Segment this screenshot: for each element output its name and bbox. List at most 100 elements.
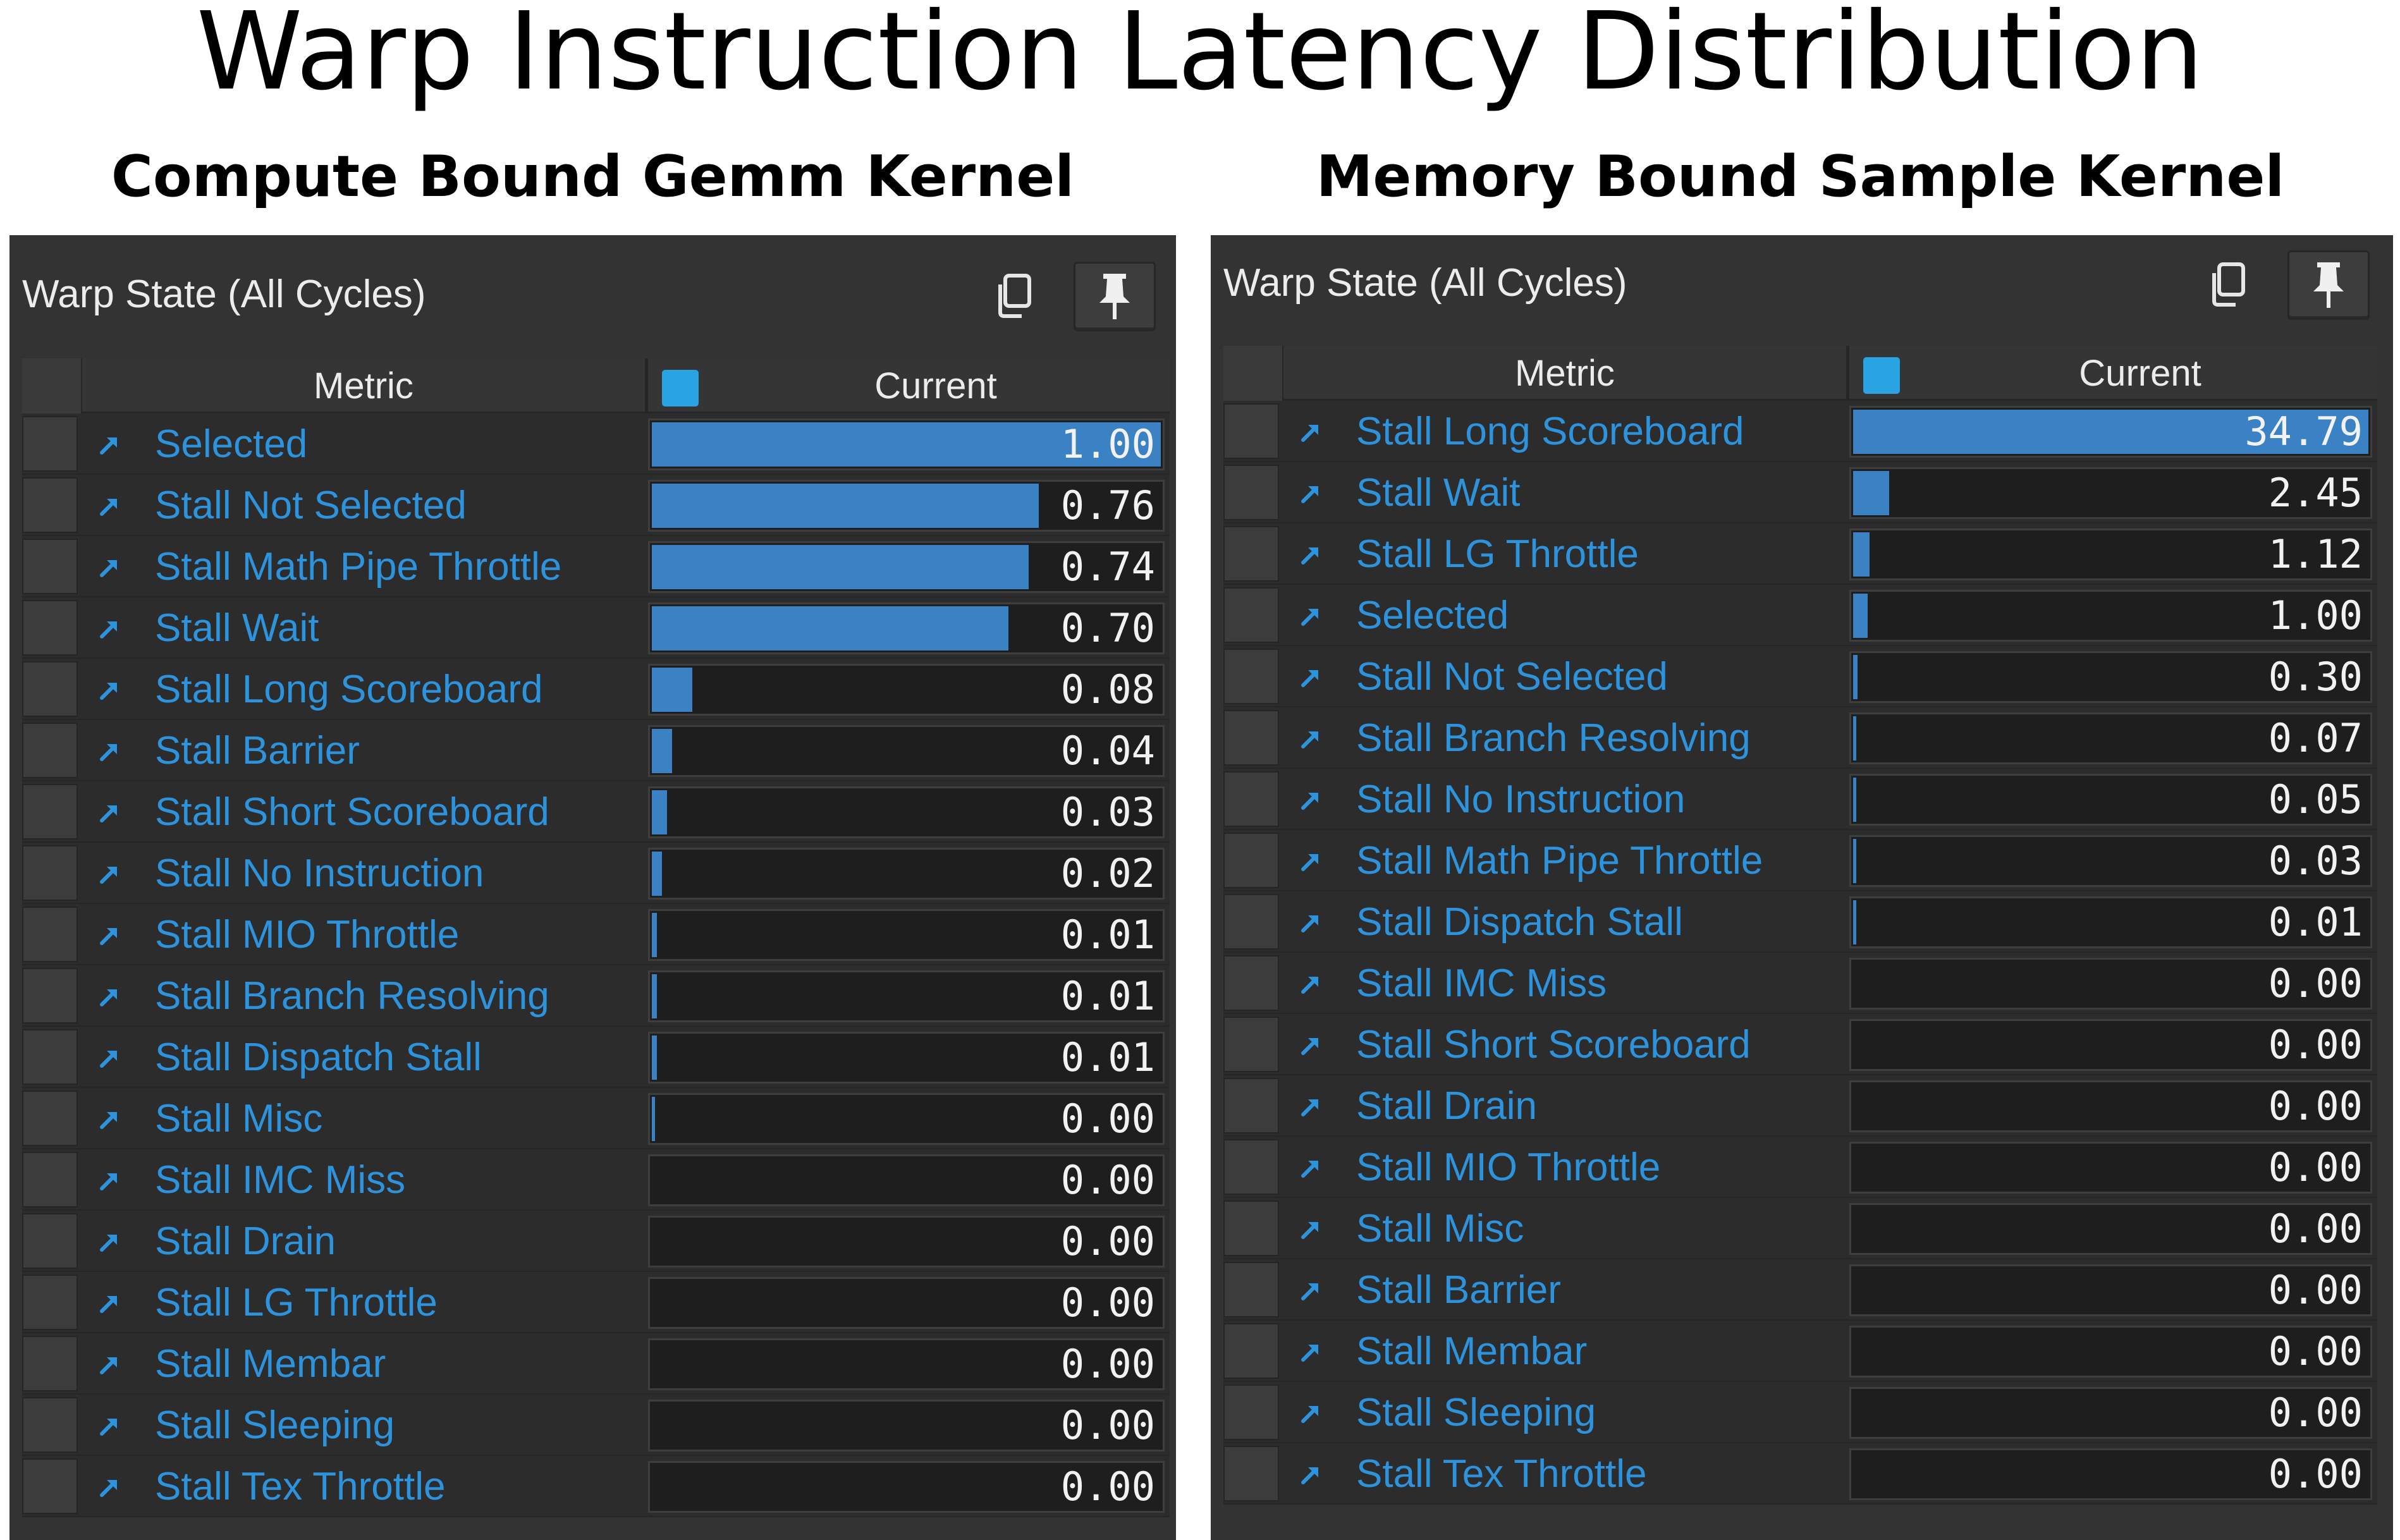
table-row[interactable]: Stall Not Selected 0.76 [22,475,1170,536]
row-header[interactable] [1223,955,1279,1011]
row-header[interactable] [1223,1201,1279,1256]
metric-link[interactable]: Selected [155,422,308,466]
link-arrow-icon[interactable] [98,1230,122,1254]
metric-link[interactable]: Stall Short Scoreboard [155,790,549,834]
row-header[interactable] [1223,894,1279,950]
row-header[interactable] [1223,833,1279,888]
link-arrow-icon[interactable] [1299,604,1323,628]
row-header[interactable] [22,1274,78,1330]
row-header[interactable] [22,661,78,717]
table-row[interactable]: Stall Drain 0.00 [1223,1075,2377,1137]
table-row[interactable]: Stall LG Throttle 0.00 [22,1272,1170,1333]
link-arrow-icon[interactable] [98,862,122,886]
metric-link[interactable]: Stall Misc [155,1097,323,1140]
table-row[interactable]: Stall MIO Throttle 0.01 [22,904,1170,965]
link-arrow-icon[interactable] [1299,481,1323,505]
row-header[interactable] [1223,1384,1279,1440]
metric-link[interactable]: Stall Drain [155,1219,336,1263]
metric-link[interactable]: Stall Wait [155,606,319,650]
metric-link[interactable]: Stall Dispatch Stall [1356,900,1683,944]
link-arrow-icon[interactable] [1299,1156,1323,1180]
row-header[interactable] [1223,1323,1279,1379]
metric-link[interactable]: Stall Tex Throttle [1356,1452,1647,1496]
row-header[interactable] [22,477,78,533]
table-row[interactable]: Stall No Instruction 0.05 [1223,769,2377,830]
link-arrow-icon[interactable] [98,984,122,1008]
link-arrow-icon[interactable] [1299,972,1323,996]
link-arrow-icon[interactable] [1299,726,1323,750]
column-header-current[interactable]: Current [2079,353,2201,394]
row-header[interactable] [1223,526,1279,582]
row-header[interactable] [1223,1446,1279,1501]
column-header-metric[interactable]: Metric [82,358,648,413]
row-header[interactable] [1223,1017,1279,1072]
table-row[interactable]: Stall Wait 2.45 [1223,462,2377,523]
table-row[interactable]: Stall No Instruction 0.02 [22,843,1170,904]
table-row[interactable]: Stall IMC Miss 0.00 [1223,953,2377,1014]
row-header[interactable] [22,907,78,962]
table-row[interactable]: Stall Tex Throttle 0.00 [1223,1443,2377,1505]
row-header[interactable] [22,845,78,901]
metric-link[interactable]: Stall Long Scoreboard [1356,410,1744,453]
table-row[interactable]: Stall Long Scoreboard 34.79 [1223,401,2377,462]
link-arrow-icon[interactable] [1299,788,1323,812]
table-row[interactable]: Stall LG Throttle 1.12 [1223,523,2377,585]
link-arrow-icon[interactable] [98,678,122,702]
copy-icon[interactable] [2200,255,2257,312]
link-arrow-icon[interactable] [98,739,122,763]
metric-link[interactable]: Stall Short Scoreboard [1356,1023,1751,1066]
metric-link[interactable]: Stall IMC Miss [155,1158,406,1202]
table-row[interactable]: Stall Not Selected 0.30 [1223,646,2377,707]
table-row[interactable]: Stall IMC Miss 0.00 [22,1149,1170,1211]
row-header[interactable] [1223,771,1279,827]
link-arrow-icon[interactable] [1299,1278,1323,1302]
metric-link[interactable]: Stall Wait [1356,471,1521,515]
column-header-metric[interactable]: Metric [1283,346,1849,401]
link-arrow-icon[interactable] [98,1046,122,1070]
metric-link[interactable]: Stall Drain [1356,1084,1537,1128]
link-arrow-icon[interactable] [1299,1340,1323,1364]
metric-link[interactable]: Stall IMC Miss [1356,962,1607,1005]
row-header[interactable] [22,784,78,840]
row-header[interactable] [1223,1139,1279,1195]
link-arrow-icon[interactable] [98,1352,122,1376]
table-row[interactable]: Selected 1.00 [22,413,1170,475]
link-arrow-icon[interactable] [1299,542,1323,566]
metric-link[interactable]: Stall Barrier [1356,1268,1561,1312]
metric-link[interactable]: Stall Dispatch Stall [155,1036,482,1079]
metric-link[interactable]: Stall LG Throttle [1356,532,1639,576]
link-arrow-icon[interactable] [98,555,122,579]
table-row[interactable]: Selected 1.00 [1223,585,2377,646]
link-arrow-icon[interactable] [98,616,122,640]
metric-link[interactable]: Stall No Instruction [1356,778,1686,821]
table-row[interactable]: Stall Long Scoreboard 0.08 [22,659,1170,720]
link-arrow-icon[interactable] [98,432,122,456]
metric-link[interactable]: Stall Math Pipe Throttle [155,545,562,589]
row-header[interactable] [1223,587,1279,643]
table-row[interactable]: Stall Dispatch Stall 0.01 [1223,891,2377,953]
metric-link[interactable]: Stall No Instruction [155,852,484,895]
metric-link[interactable]: Stall Membar [1356,1329,1588,1373]
row-header[interactable] [1223,649,1279,704]
table-row[interactable]: Stall Short Scoreboard 0.03 [22,781,1170,843]
table-row[interactable]: Stall Sleeping 0.00 [1223,1382,2377,1443]
table-row[interactable]: Stall Dispatch Stall 0.01 [22,1027,1170,1088]
link-arrow-icon[interactable] [98,923,122,947]
table-row[interactable]: Stall Misc 0.00 [22,1088,1170,1149]
row-header[interactable] [1223,1262,1279,1317]
pin-button[interactable] [1074,262,1156,331]
link-arrow-icon[interactable] [98,800,122,824]
row-header[interactable] [1223,710,1279,766]
metric-link[interactable]: Stall Branch Resolving [155,974,549,1018]
table-row[interactable]: Stall Drain 0.00 [22,1211,1170,1272]
row-header[interactable] [22,1336,78,1391]
metric-link[interactable]: Selected [1356,594,1509,637]
table-row[interactable]: Stall Short Scoreboard 0.00 [1223,1014,2377,1075]
row-header[interactable] [22,1458,78,1514]
row-header[interactable] [22,1091,78,1146]
table-row[interactable]: Stall Math Pipe Throttle 0.03 [1223,830,2377,891]
metric-link[interactable]: Stall Not Selected [155,484,467,527]
table-row[interactable]: Stall Barrier 0.00 [1223,1259,2377,1321]
row-header[interactable] [22,968,78,1024]
table-row[interactable]: Stall Sleeping 0.00 [22,1395,1170,1456]
